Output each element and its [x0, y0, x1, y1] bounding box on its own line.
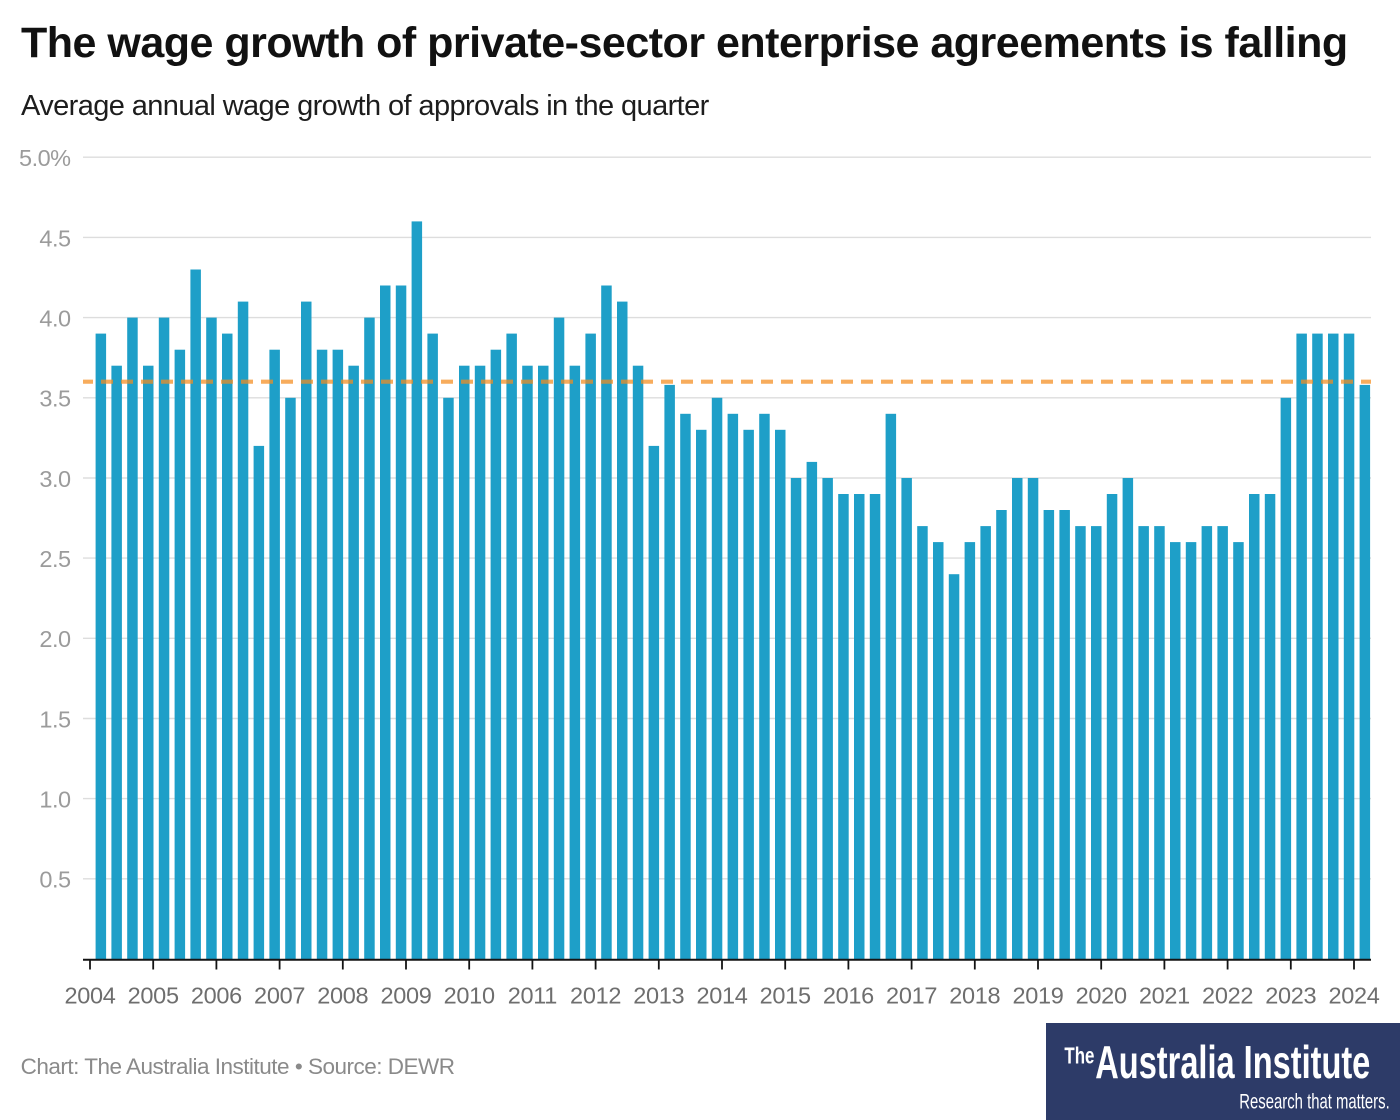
svg-text:2023: 2023	[1265, 983, 1316, 1009]
svg-text:2012: 2012	[570, 983, 621, 1009]
svg-text:Australia Institute: Australia Institute	[1095, 1036, 1370, 1088]
svg-text:1.5: 1.5	[39, 706, 71, 732]
svg-text:2010: 2010	[444, 983, 495, 1009]
svg-text:2008: 2008	[317, 983, 368, 1009]
svg-text:3.0: 3.0	[39, 466, 71, 492]
svg-text:3.5: 3.5	[39, 386, 71, 412]
svg-text:5.0%: 5.0%	[19, 145, 71, 171]
svg-text:4.0: 4.0	[39, 306, 71, 332]
svg-text:2007: 2007	[254, 983, 305, 1009]
svg-text:2016: 2016	[823, 983, 874, 1009]
svg-text:2021: 2021	[1139, 983, 1190, 1009]
svg-text:2017: 2017	[886, 983, 937, 1009]
svg-text:2006: 2006	[191, 983, 242, 1009]
svg-text:2011: 2011	[508, 983, 557, 1009]
svg-text:The: The	[1064, 1043, 1094, 1069]
svg-text:0.5: 0.5	[39, 867, 71, 893]
svg-text:2015: 2015	[760, 983, 811, 1009]
svg-text:2018: 2018	[949, 983, 1000, 1009]
svg-text:Research that matters.: Research that matters.	[1239, 1091, 1389, 1114]
svg-text:2024: 2024	[1328, 983, 1379, 1009]
svg-text:2004: 2004	[64, 983, 115, 1009]
svg-text:2.5: 2.5	[39, 546, 71, 572]
svg-text:2005: 2005	[128, 983, 179, 1009]
svg-text:2019: 2019	[1012, 983, 1063, 1009]
svg-text:1.0: 1.0	[39, 787, 71, 813]
svg-text:2022: 2022	[1202, 983, 1253, 1009]
svg-text:2.0: 2.0	[39, 626, 71, 652]
svg-text:4.5: 4.5	[39, 225, 71, 251]
svg-text:2020: 2020	[1076, 983, 1127, 1009]
svg-text:2013: 2013	[633, 983, 684, 1009]
svg-text:2009: 2009	[380, 983, 431, 1009]
svg-text:2014: 2014	[696, 983, 747, 1009]
